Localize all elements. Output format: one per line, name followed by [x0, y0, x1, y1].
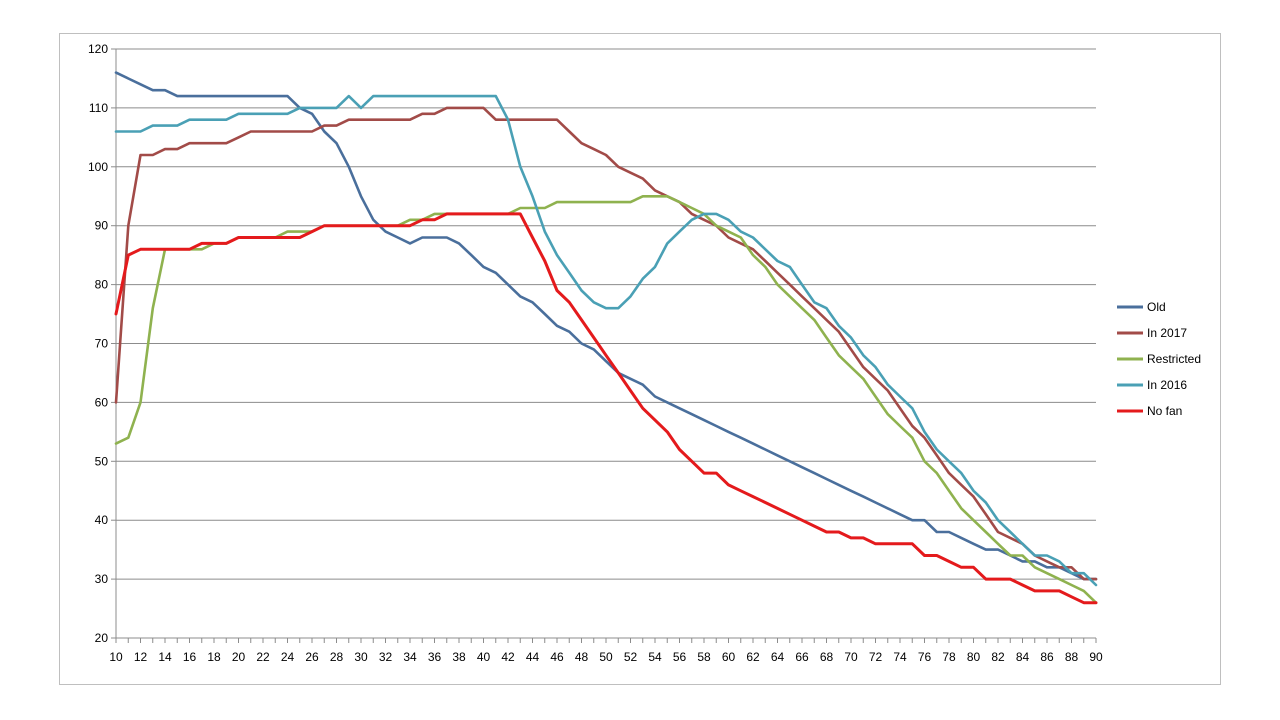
series-line-no-fan: [114, 212, 1098, 605]
x-tick-label: 72: [869, 650, 883, 664]
legend-label: In 2017: [1147, 326, 1187, 340]
x-tick-label: 74: [893, 650, 907, 664]
x-tick-label: 42: [501, 650, 515, 664]
x-tick-label: 38: [452, 650, 466, 664]
x-tick-label: 22: [256, 650, 270, 664]
y-tick-label: 90: [95, 219, 109, 233]
legend-label: Restricted: [1147, 352, 1201, 366]
series-lines: [114, 71, 1098, 605]
series-line-restricted: [114, 195, 1098, 605]
x-tick-labels: 10 12 14 16 18 20 22 24 26 28 30 32 34 36 38 40 42 44 46 48…: [109, 650, 1103, 664]
x-tick-label: 86: [1040, 650, 1054, 664]
chart-frame: 20 30 40 50 60 70 80 90 100 110 120 10 12 14 16 18 20 22…: [59, 33, 1221, 685]
x-tick-label: 46: [550, 650, 564, 664]
x-tick-label: 34: [403, 650, 417, 664]
x-tick-label: 10: [109, 650, 123, 664]
x-tick-label: 48: [575, 650, 589, 664]
gridlines: [116, 48, 1096, 580]
x-tick-label: 44: [526, 650, 540, 664]
x-tick-label: 70: [844, 650, 858, 664]
x-tick-label: 26: [305, 650, 319, 664]
x-tick-label: 78: [942, 650, 956, 664]
legend-item: In 2016: [1117, 378, 1187, 392]
x-tick-label: 80: [967, 650, 981, 664]
legend-label: No fan: [1147, 404, 1182, 418]
x-tick-label: 76: [918, 650, 932, 664]
x-tick-label: 50: [599, 650, 613, 664]
x-tick-label: 14: [158, 650, 172, 664]
y-tick-label: 50: [95, 454, 109, 468]
legend-item: Restricted: [1117, 352, 1201, 366]
x-tick-label: 64: [771, 650, 785, 664]
y-tick-label: 100: [88, 160, 108, 174]
x-tick-label: 68: [820, 650, 834, 664]
x-tick-label: 16: [183, 650, 197, 664]
x-tick-label: 54: [648, 650, 662, 664]
x-tick-label: 52: [624, 650, 638, 664]
x-tick-label: 62: [746, 650, 760, 664]
legend: Old In 2017 Restricted In 2016 No fan: [1117, 300, 1201, 418]
legend-label: In 2016: [1147, 378, 1187, 392]
x-tick-label: 12: [134, 650, 148, 664]
y-tick-label: 40: [95, 513, 109, 527]
series-line-old: [114, 71, 1098, 581]
x-tick-label: 32: [379, 650, 393, 664]
x-tick-label: 18: [207, 650, 221, 664]
x-tick-label: 20: [232, 650, 246, 664]
y-tick-label: 120: [88, 42, 108, 56]
legend-item: In 2017: [1117, 326, 1187, 340]
x-tick-label: 60: [722, 650, 736, 664]
x-tick-label: 90: [1089, 650, 1103, 664]
legend-item: No fan: [1117, 404, 1182, 418]
legend-item: Old: [1117, 300, 1166, 314]
x-tick-label: 36: [428, 650, 442, 664]
legend-label: Old: [1147, 300, 1166, 314]
x-tick-label: 30: [354, 650, 368, 664]
x-tick-label: 24: [281, 650, 295, 664]
x-tick-label: 82: [991, 650, 1005, 664]
x-tick-label: 40: [477, 650, 491, 664]
y-tick-label: 80: [95, 278, 109, 292]
series-line-in-2017: [114, 106, 1098, 581]
y-tick-label: 60: [95, 395, 109, 409]
x-tick-label: 56: [673, 650, 687, 664]
x-tick-label: 28: [330, 650, 344, 664]
x-tick-label: 88: [1065, 650, 1079, 664]
y-tick-label: 20: [95, 631, 109, 645]
y-tick-labels: 20 30 40 50 60 70 80 90 100 110 120: [88, 42, 108, 645]
line-chart: 20 30 40 50 60 70 80 90 100 110 120 10 12 14 16 18 20 22…: [88, 42, 1201, 664]
x-tick-label: 66: [795, 650, 809, 664]
y-tick-label: 110: [89, 101, 108, 115]
x-tick-label: 58: [697, 650, 711, 664]
axes: [111, 48, 1097, 643]
y-tick-label: 30: [95, 572, 109, 586]
series-line-in-2016: [114, 94, 1098, 587]
x-tick-label: 84: [1016, 650, 1030, 664]
y-tick-label: 70: [95, 337, 109, 351]
